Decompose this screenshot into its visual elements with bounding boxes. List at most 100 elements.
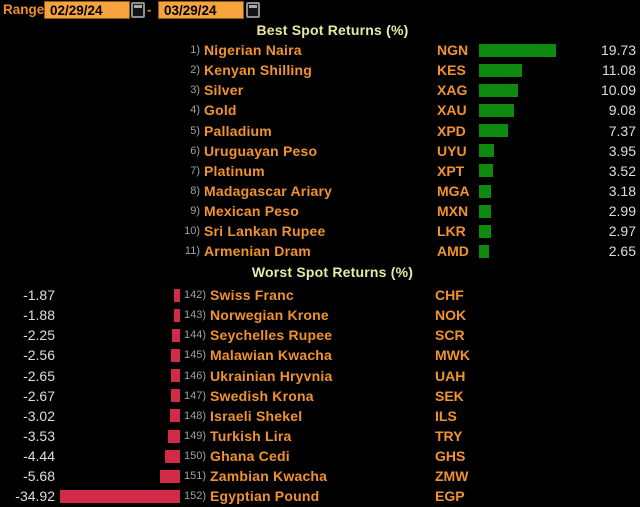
bar-cell (479, 164, 563, 178)
return-value: 2.99 (608, 203, 636, 220)
instrument-name: Kenyan Shilling (204, 62, 313, 79)
instrument-ticker: ILS (435, 407, 457, 424)
worst-return-row[interactable]: -2.67 147) Swedish Krona SEK (0, 386, 640, 406)
row-number: 143) (183, 309, 206, 322)
instrument-ticker: NOK (435, 307, 467, 324)
instrument-name: Zambian Kwacha (210, 468, 328, 485)
positive-return-bar (479, 63, 522, 77)
positive-return-bar (479, 204, 491, 218)
positive-return-bar (479, 224, 491, 238)
best-return-row[interactable]: 10) Sri Lankan Rupee LKR 2.97 (0, 221, 640, 241)
range-label: Range (3, 2, 45, 17)
return-value: -4.44 (23, 448, 55, 465)
return-value: -34.92 (15, 488, 55, 505)
instrument-ticker: KES (437, 62, 466, 79)
instrument-name: Gold (204, 102, 237, 119)
instrument-ticker: MGA (437, 183, 470, 200)
calendar-icon-to[interactable] (246, 2, 260, 18)
best-return-row[interactable]: 9) Mexican Peso MXN 2.99 (0, 201, 640, 221)
return-value: 11.08 (602, 62, 636, 79)
return-value: 3.52 (608, 162, 636, 179)
return-value: 3.18 (608, 183, 636, 200)
worst-return-row[interactable]: -5.68 151) Zambian Kwacha ZMW (0, 466, 640, 486)
row-number: 5) (190, 124, 200, 137)
best-return-row[interactable]: 7) Platinum XPT 3.52 (0, 161, 640, 181)
row-number: 144) (183, 329, 206, 342)
row-number: 142) (183, 289, 206, 302)
worst-return-row[interactable]: -3.02 148) Israeli Shekel ILS (0, 406, 640, 426)
bar-cell (479, 144, 563, 158)
return-value: 10.09 (600, 82, 636, 99)
negative-return-bar (168, 429, 180, 443)
best-return-row[interactable]: 8) Madagascar Ariary MGA 3.18 (0, 181, 640, 201)
instrument-name: Swiss Franc (210, 287, 294, 304)
instrument-name: Platinum (204, 162, 265, 179)
best-return-row[interactable]: 6) Uruguayan Peso UYU 3.95 (0, 141, 640, 161)
best-return-row[interactable]: 5) Palladium XPD 7.37 (0, 121, 640, 141)
row-number: 10) (184, 225, 200, 238)
instrument-ticker: LKR (437, 223, 466, 240)
row-number: 149) (183, 430, 206, 443)
instrument-ticker: CHF (435, 287, 464, 304)
bar-cell (57, 409, 180, 423)
best-return-row[interactable]: 2) Kenyan Shilling KES 11.08 (0, 60, 640, 80)
worst-return-row[interactable]: -2.56 145) Malawian Kwacha MWK (0, 345, 640, 365)
positive-return-bar (479, 83, 518, 97)
row-number: 150) (183, 450, 206, 463)
worst-section-title: Worst Spot Returns (%) (251, 264, 414, 280)
negative-return-bar (171, 348, 180, 362)
bar-cell (479, 63, 563, 77)
date-from-input[interactable]: 02/29/24 (44, 1, 130, 19)
bar-cell (479, 224, 563, 238)
best-section-title: Best Spot Returns (%) (256, 22, 409, 38)
instrument-ticker: MXN (437, 203, 469, 220)
worst-return-row[interactable]: -2.65 146) Ukrainian Hryvnia UAH (0, 366, 640, 386)
bar-cell (479, 83, 563, 97)
negative-return-bar (172, 328, 180, 342)
instrument-name: Uruguayan Peso (204, 142, 318, 159)
best-return-row[interactable]: 1) Nigerian Naira NGN 19.73 (0, 40, 640, 60)
instrument-ticker: XPD (437, 122, 466, 139)
instrument-name: Egyptian Pound (210, 488, 320, 505)
worst-return-row[interactable]: -4.44 150) Ghana Cedi GHS (0, 446, 640, 466)
row-number: 151) (183, 470, 206, 483)
instrument-ticker: MWK (435, 347, 470, 364)
instrument-ticker: TRY (435, 428, 463, 445)
row-number: 145) (183, 349, 206, 362)
date-to-input[interactable]: 03/29/24 (158, 1, 244, 19)
positive-return-bar (479, 43, 556, 57)
positive-return-bar (479, 184, 491, 198)
return-value: 3.95 (608, 142, 636, 159)
best-return-row[interactable]: 3) Silver XAG 10.09 (0, 80, 640, 100)
bar-cell (57, 288, 180, 302)
instrument-name: Israeli Shekel (210, 407, 303, 424)
worst-return-row[interactable]: -2.25 144) Seychelles Rupee SCR (0, 325, 640, 345)
worst-return-row[interactable]: -1.88 143) Norwegian Krone NOK (0, 305, 640, 325)
instrument-ticker: XAG (437, 82, 468, 99)
instrument-ticker: UYU (437, 142, 467, 159)
bar-cell (57, 449, 180, 463)
return-value: -3.53 (23, 428, 55, 445)
worst-return-row[interactable]: -34.92 152) Egyptian Pound EGP (0, 486, 640, 506)
bar-cell (57, 328, 180, 342)
instrument-ticker: XAU (437, 102, 467, 119)
row-number: 8) (190, 185, 200, 198)
instrument-ticker: GHS (435, 448, 466, 465)
calendar-icon-from[interactable] (131, 2, 145, 18)
row-number: 3) (190, 84, 200, 97)
worst-returns-list: -1.87 142) Swiss Franc CHF -1.88 143) Norwegia… (0, 285, 640, 507)
bar-cell (57, 469, 180, 483)
bar-cell (479, 184, 563, 198)
worst-return-row[interactable]: -3.53 149) Turkish Lira TRY (0, 426, 640, 446)
instrument-name: Seychelles Rupee (210, 327, 333, 344)
return-value: 2.65 (608, 243, 636, 260)
instrument-name: Palladium (204, 122, 272, 139)
worst-return-row[interactable]: -1.87 142) Swiss Franc CHF (0, 285, 640, 305)
return-value: 2.97 (608, 223, 636, 240)
row-number: 2) (190, 64, 200, 77)
bar-cell (57, 489, 180, 503)
best-return-row[interactable]: 4) Gold XAU 9.08 (0, 100, 640, 120)
row-number: 1) (190, 44, 200, 57)
row-number: 4) (190, 104, 200, 117)
best-return-row[interactable]: 11) Armenian Dram AMD 2.65 (0, 241, 640, 261)
